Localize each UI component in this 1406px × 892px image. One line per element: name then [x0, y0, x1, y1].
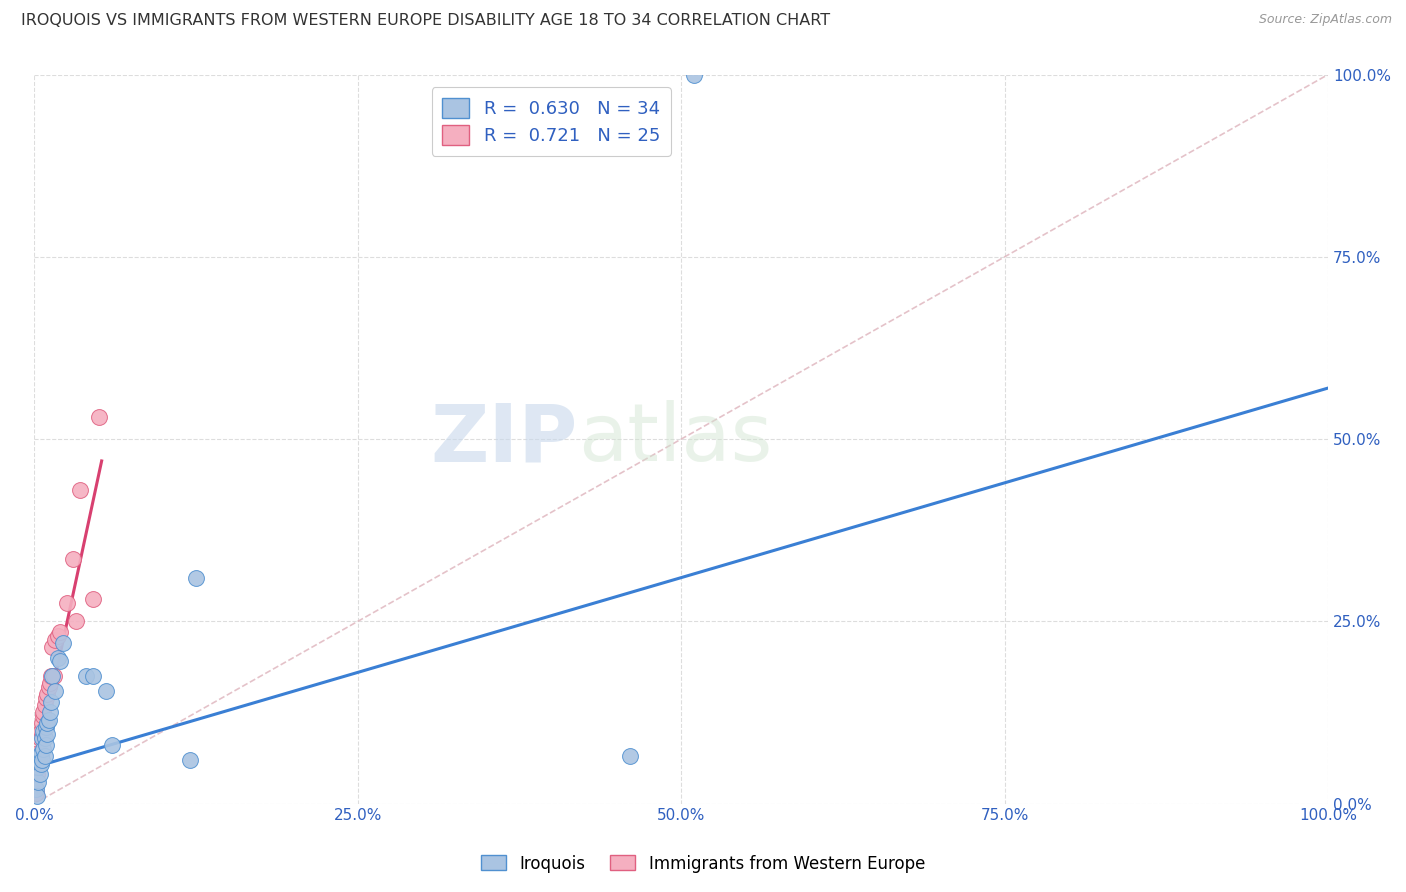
Point — [38, 676, 60, 690]
Point — [44, 632, 66, 647]
Point — [24, 786, 46, 800]
Point — [41, 669, 63, 683]
Point — [46, 629, 69, 643]
Point — [69, 483, 91, 497]
Point — [35, 690, 58, 705]
Text: ZIP: ZIP — [430, 401, 578, 478]
Point — [179, 753, 201, 767]
Point — [42, 669, 65, 683]
Point — [39, 669, 62, 683]
Point — [82, 592, 104, 607]
Point — [37, 716, 59, 731]
Point — [34, 749, 56, 764]
Point — [28, 767, 51, 781]
Point — [34, 698, 56, 713]
Point — [44, 683, 66, 698]
Point — [24, 782, 46, 797]
Point — [184, 571, 207, 585]
Point — [31, 753, 53, 767]
Point — [87, 410, 110, 425]
Point — [38, 680, 60, 694]
Point — [62, 552, 84, 566]
Point — [49, 655, 72, 669]
Point — [27, 774, 49, 789]
Point — [35, 720, 58, 734]
Point — [52, 636, 75, 650]
Point — [31, 716, 53, 731]
Point — [82, 669, 104, 683]
Legend: R =  0.630   N = 34, R =  0.721   N = 25: R = 0.630 N = 34, R = 0.721 N = 25 — [432, 87, 671, 156]
Point — [28, 731, 51, 745]
Point — [35, 739, 58, 753]
Point — [94, 683, 117, 698]
Point — [46, 650, 69, 665]
Text: atlas: atlas — [578, 401, 772, 478]
Point — [32, 706, 55, 720]
Point — [32, 723, 55, 738]
Point — [25, 789, 48, 804]
Point — [38, 713, 60, 727]
Point — [101, 739, 124, 753]
Point — [28, 749, 51, 764]
Point — [34, 731, 56, 745]
Point — [37, 687, 59, 701]
Legend: Iroquois, Immigrants from Western Europe: Iroquois, Immigrants from Western Europe — [474, 848, 932, 880]
Point — [30, 746, 52, 760]
Text: Source: ZipAtlas.com: Source: ZipAtlas.com — [1258, 13, 1392, 27]
Point — [27, 746, 49, 760]
Point — [27, 760, 49, 774]
Point — [75, 669, 97, 683]
Point — [31, 731, 53, 745]
Point — [65, 615, 87, 629]
Text: IROQUOIS VS IMMIGRANTS FROM WESTERN EUROPE DISABILITY AGE 18 TO 34 CORRELATION C: IROQUOIS VS IMMIGRANTS FROM WESTERN EURO… — [21, 13, 830, 29]
Point — [41, 640, 63, 654]
Point — [32, 742, 55, 756]
Point — [683, 68, 706, 82]
Point — [39, 694, 62, 708]
Point — [38, 706, 60, 720]
Point — [30, 723, 52, 738]
Point — [25, 767, 48, 781]
Point — [32, 709, 55, 723]
Point — [55, 596, 77, 610]
Point — [619, 749, 641, 764]
Point — [37, 727, 59, 741]
Point — [30, 756, 52, 771]
Point — [49, 625, 72, 640]
